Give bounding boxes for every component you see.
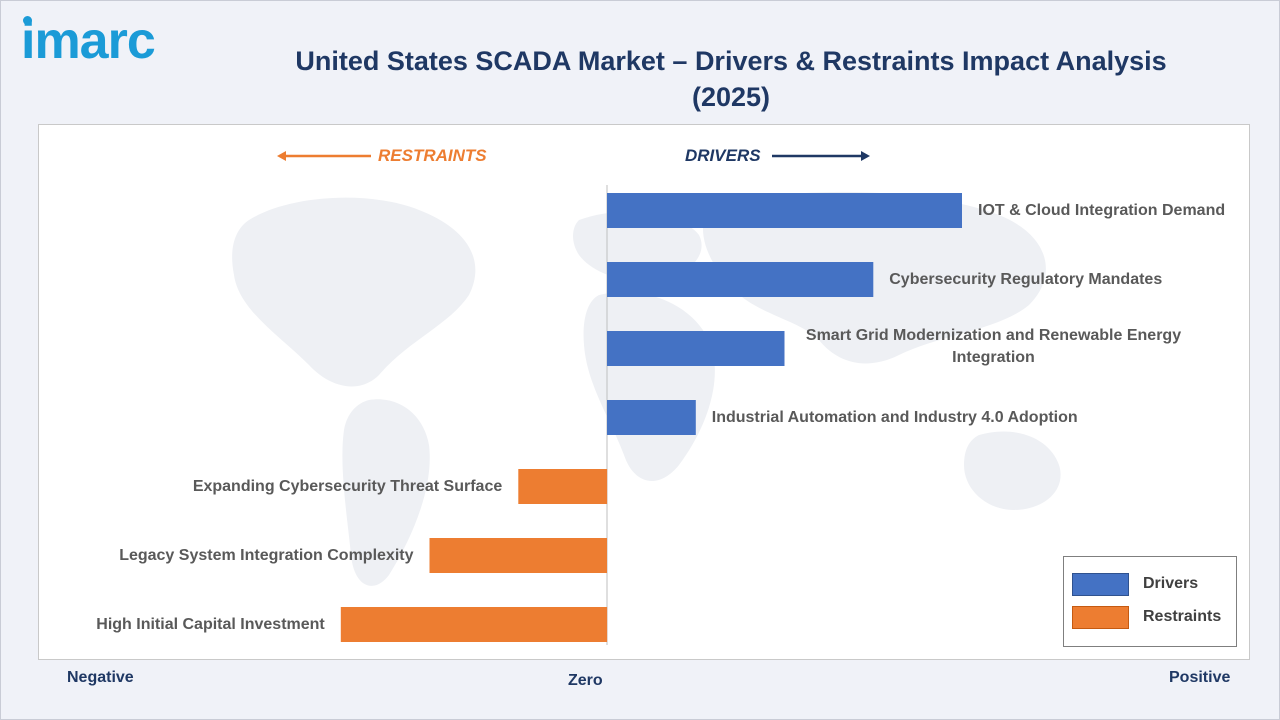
restraints-arrow-icon: [277, 151, 371, 161]
driver-bar: [607, 193, 962, 228]
restraint-bar: [518, 469, 608, 504]
bar-category-label: IOT & Cloud Integration Demand: [978, 201, 1226, 219]
axis-positive-label: Positive: [1169, 669, 1231, 686]
drivers-arrow-icon: [772, 151, 870, 161]
driver-bar: [607, 400, 696, 435]
legend-label-restraints: Restraints: [1143, 608, 1222, 625]
axis-zero-label: Zero: [568, 672, 603, 689]
restraint-bar: [429, 538, 607, 573]
legend: Drivers Restraints: [1063, 556, 1237, 647]
imarc-logo: imarc: [21, 12, 156, 70]
restraint-bar: [340, 607, 608, 642]
bar-category-label: Smart Grid Modernization and Renewable E…: [805, 326, 1182, 366]
logo-dot: [23, 16, 32, 25]
bars-layer: [340, 185, 962, 645]
bar-category-label: Expanding Cybersecurity Threat Surface: [192, 477, 503, 495]
drivers-direction-label: DRIVERS: [685, 146, 761, 165]
restraints-direction-label: RESTRAINTS: [378, 146, 487, 165]
legend-item-drivers: Drivers: [1072, 572, 1198, 596]
chart-title: United States SCADA Market – Drivers & R…: [295, 46, 1167, 112]
bar-category-label: Cybersecurity Regulatory Mandates: [889, 270, 1163, 288]
legend-label-drivers: Drivers: [1143, 575, 1199, 592]
bar-category-label: Legacy System Integration Complexity: [119, 546, 414, 564]
legend-swatch-drivers: [1072, 572, 1129, 596]
driver-bar: [607, 331, 785, 366]
bar-category-label: High Initial Capital Investment: [96, 615, 325, 633]
legend-item-restraints: Restraints: [1072, 605, 1221, 629]
legend-swatch-restraints: [1072, 605, 1129, 629]
driver-bar: [607, 262, 874, 297]
bar-category-label: Industrial Automation and Industry 4.0 A…: [711, 408, 1078, 426]
plot-area: RESTRAINTS DRIVERS IOT & Cloud Integrati…: [38, 124, 1250, 660]
axis-negative-label: Negative: [67, 669, 134, 686]
